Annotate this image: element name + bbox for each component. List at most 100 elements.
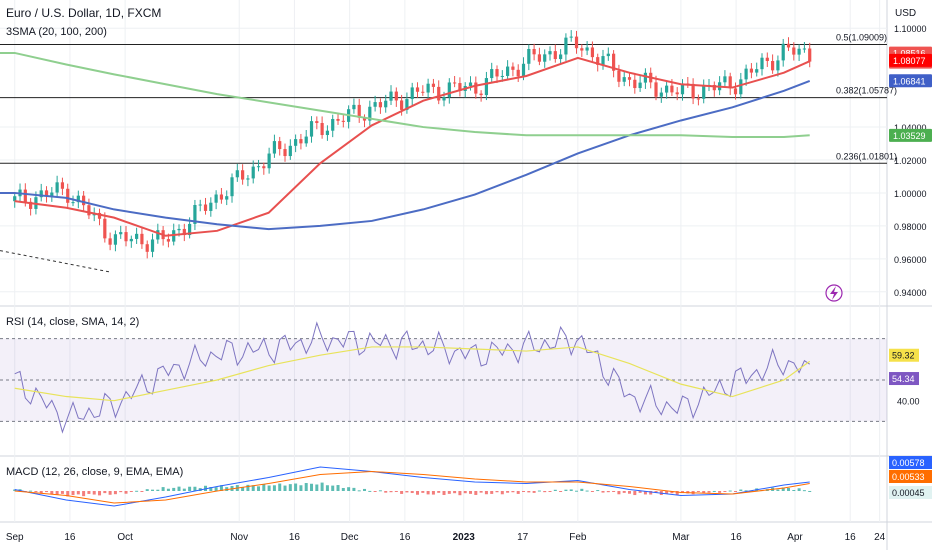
candle-body — [113, 234, 118, 245]
macd-hist-bar — [357, 490, 361, 492]
candle-body — [739, 79, 743, 95]
time-tick-label: Dec — [341, 532, 359, 543]
candle-body — [765, 57, 769, 62]
macd-hist-bar — [564, 489, 568, 491]
macd-badge — [889, 470, 932, 483]
macd-hist-bar — [66, 491, 70, 497]
candle-body — [299, 139, 303, 144]
candle-body — [235, 170, 239, 178]
candle-body — [60, 182, 65, 189]
candle-body — [638, 82, 642, 89]
candle-body — [431, 83, 436, 87]
candle-body — [82, 195, 86, 206]
candle-body — [103, 218, 107, 239]
candle-body — [267, 153, 271, 169]
candle-body — [776, 60, 780, 71]
macd-hist-bar — [352, 487, 356, 491]
macd-hist-bar — [378, 490, 382, 492]
rsi-title: RSI (14, close, SMA, 14, 2) — [6, 316, 140, 328]
price-badge-value: 1.08077 — [893, 56, 926, 66]
rsi-line — [14, 321, 810, 434]
candle-body — [177, 228, 181, 231]
macd-hist-bar — [723, 491, 727, 492]
macd-hist-bar — [347, 487, 351, 491]
macd-hist-bar — [479, 491, 483, 493]
candle-body — [580, 48, 584, 51]
macd-hist-bar — [792, 490, 796, 492]
macd-hist-bar — [336, 485, 340, 491]
macd-hist-bar — [426, 491, 430, 495]
macd-hist-bar — [310, 483, 314, 491]
macd-hist-bar — [103, 491, 107, 494]
price-tick-label: 0.94000 — [894, 288, 927, 298]
candle-body — [808, 48, 812, 62]
macd-hist-bar — [60, 491, 64, 494]
candle-body — [516, 69, 520, 77]
macd-hist-bar — [124, 491, 128, 494]
candle-body — [744, 68, 748, 80]
macd-hist-bar — [484, 491, 488, 495]
candle-body — [601, 56, 605, 65]
candle-body — [119, 232, 123, 235]
candle-body — [760, 57, 764, 70]
macd-hist-bar — [712, 490, 716, 492]
candle-body — [23, 189, 27, 202]
candle-body — [405, 99, 409, 110]
macd-hist-bar — [776, 489, 780, 491]
candle-body — [357, 104, 361, 118]
price-tick-label: 0.96000 — [894, 255, 927, 265]
candle-body — [670, 85, 674, 93]
candle-body — [389, 91, 393, 101]
macd-hist-bar — [580, 488, 584, 491]
candle-body — [362, 117, 367, 121]
candle-body — [696, 98, 701, 100]
candle-body — [659, 92, 663, 97]
candle-body — [543, 54, 547, 62]
candle-body — [156, 230, 160, 240]
candle-body — [209, 202, 213, 211]
candle-body — [643, 72, 648, 83]
macd-hist-bar — [702, 491, 706, 494]
candle-body — [135, 233, 139, 239]
fib-level-label: 0.236(1.01801) — [836, 151, 897, 161]
candle-body — [755, 69, 759, 73]
macd-line — [14, 466, 810, 507]
candle-body — [256, 166, 261, 168]
macd-hist-bar — [553, 489, 557, 491]
currency-label: USD — [895, 8, 917, 19]
macd-hist-bar — [787, 487, 791, 491]
macd-hist-bar — [522, 491, 526, 492]
macd-hist-bar — [596, 490, 600, 492]
macd-hist-bar — [511, 491, 515, 493]
macd-hist-bar — [416, 491, 420, 495]
macd-hist-bar — [442, 491, 446, 495]
macd-hist-bar — [781, 487, 785, 491]
candle-body — [781, 43, 785, 61]
macd-hist-bar — [617, 491, 621, 495]
macd-hist-bar — [177, 486, 181, 491]
candle-body — [728, 76, 732, 89]
candle-body — [723, 76, 727, 83]
candle-body — [166, 239, 171, 242]
macd-hist-bar — [696, 491, 700, 492]
candle-body — [336, 118, 340, 121]
macd-hist-bar — [749, 490, 753, 492]
macd-hist-bar — [251, 485, 255, 491]
macd-hist-bar — [606, 491, 610, 493]
chart-title: Euro / U.S. Dollar, 1D, FXCM — [6, 6, 162, 20]
candle-body — [294, 139, 298, 146]
candle-body — [569, 36, 573, 38]
candle-body — [553, 51, 557, 60]
sma-100-line — [0, 80, 811, 231]
macd-hist-bar — [437, 491, 441, 493]
macd-hist-bar — [394, 491, 398, 492]
time-tick-label: Feb — [569, 532, 587, 543]
candle-body — [108, 238, 112, 245]
macd-hist-bar — [474, 491, 478, 495]
candle-body — [145, 244, 149, 252]
macd-hist-bar — [447, 491, 451, 494]
time-tick-label: 24 — [874, 532, 886, 543]
time-tick-label: Nov — [230, 532, 248, 543]
